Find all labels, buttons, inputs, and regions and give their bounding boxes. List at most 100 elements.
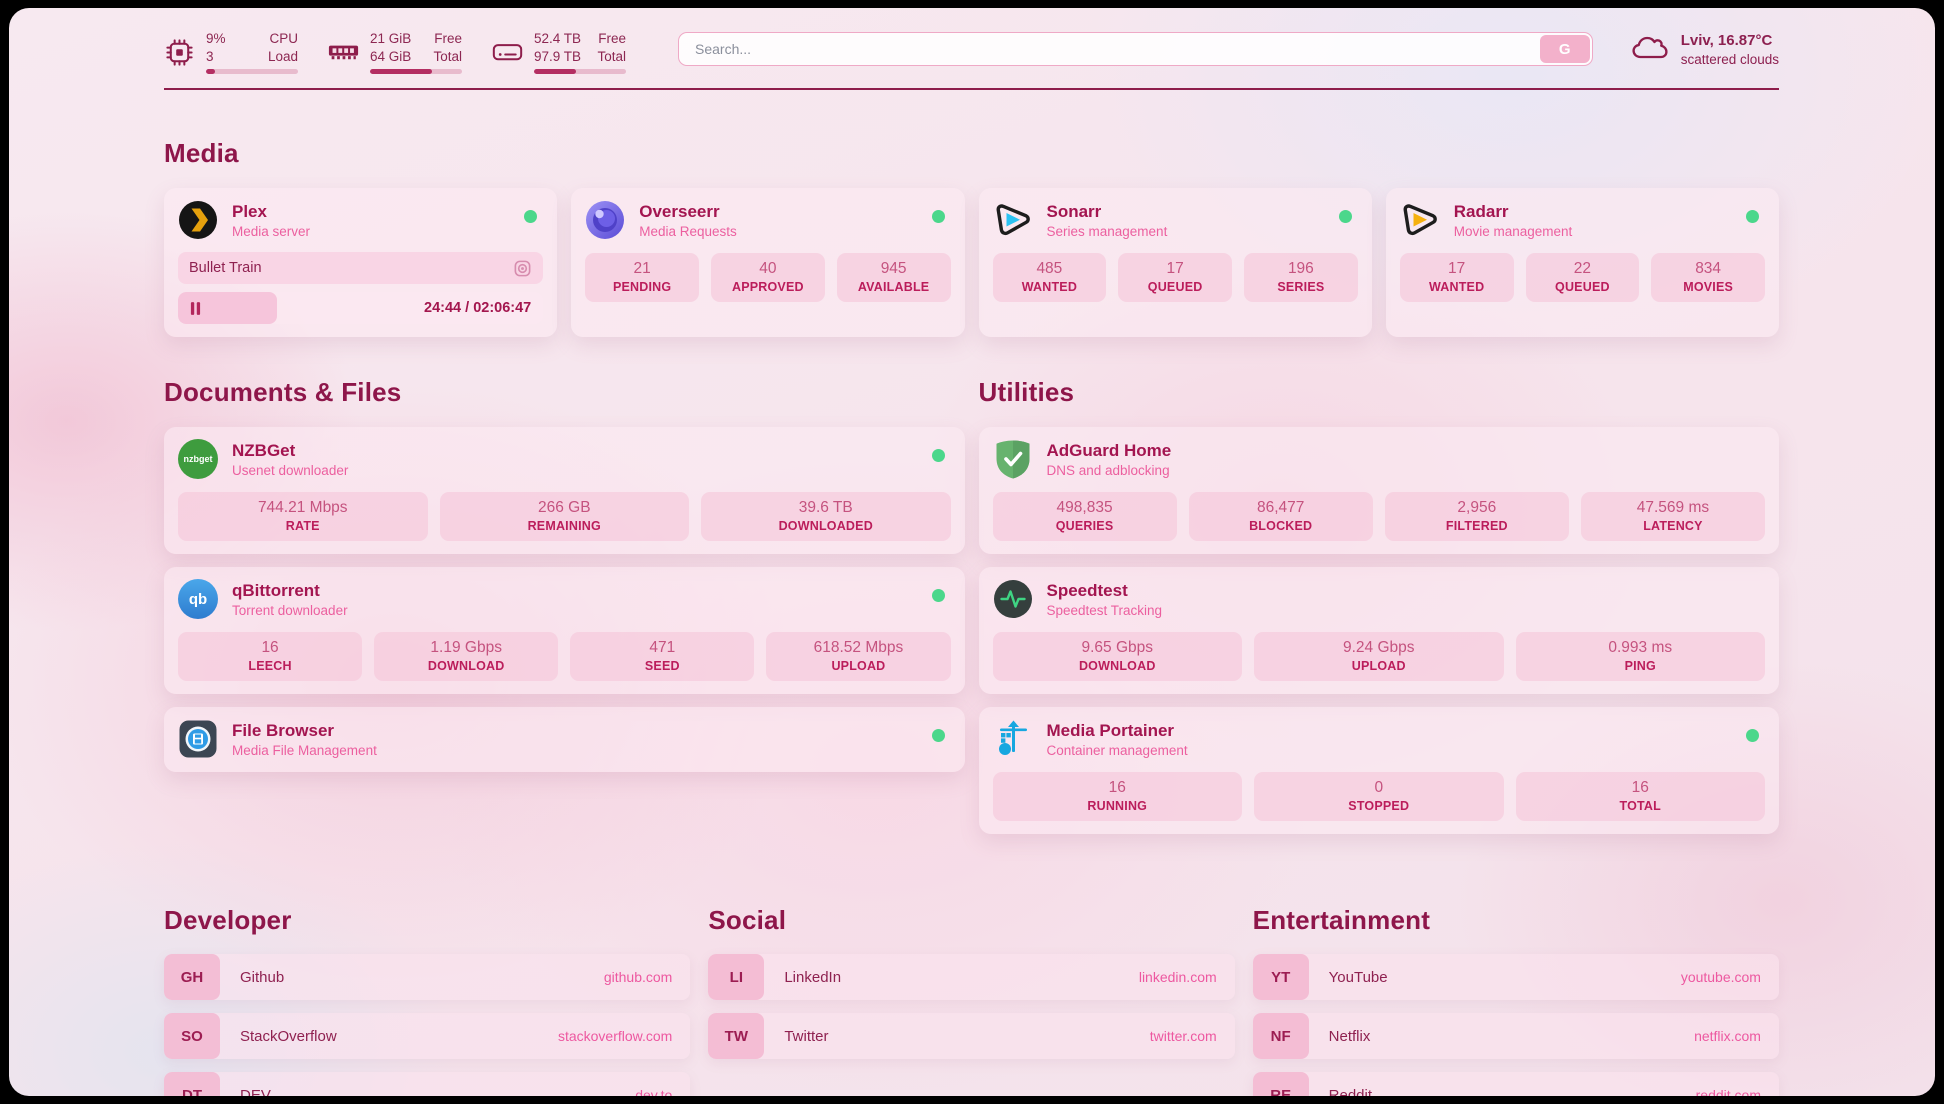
plex-card[interactable]: Plex Media server Bullet Train (164, 188, 558, 337)
stat-label: AVAILABLE (857, 280, 930, 294)
app-name: Media Portainer (1046, 720, 1175, 740)
stat-leech: 16 LEECH (178, 632, 363, 681)
app-name: AdGuard Home (1046, 440, 1172, 460)
app-name: Plex (232, 201, 267, 221)
app-name: Overseerr (639, 201, 720, 221)
sonarr-icon (993, 200, 1033, 240)
disk-progress-bar (534, 69, 626, 75)
documents-column: Documents & Files nzbget NZBGet Usenet d… (164, 377, 965, 847)
section-title-social: Social (708, 905, 787, 935)
bookmark-url: linkedin.com (1138, 969, 1217, 985)
app-name: qBittorrent (232, 580, 320, 600)
stat-value: 21 (633, 260, 651, 277)
pause-icon[interactable] (190, 301, 201, 315)
stat-label: TOTAL (1619, 799, 1661, 813)
cpu-chip-icon (164, 37, 195, 68)
stat-filtered: 2,956 FILTERED (1384, 492, 1569, 541)
stat-label: PING (1624, 659, 1656, 673)
stat-value: 86,477 (1256, 499, 1305, 516)
stat-value: 17 (1448, 260, 1466, 277)
app-subtitle: Media File Management (232, 742, 377, 758)
bookmark-name: LinkedIn (784, 968, 842, 986)
sonarr-card[interactable]: Sonarr Series management 485 WANTED 17 QUE… (978, 188, 1372, 337)
stat-download: 1.19 Gbps DOWNLOAD (374, 632, 559, 681)
memory-total-label: Total (433, 48, 462, 64)
status-dot (524, 210, 538, 223)
disk-free-label: Free (598, 30, 626, 46)
stat-value: 16 (1631, 779, 1649, 796)
qbittorrent-card[interactable]: qb qBittorrent Torrent downloader 16 LEEC… (164, 567, 965, 694)
bookmark-url: twitter.com (1149, 1028, 1217, 1044)
overseerr-icon (585, 200, 625, 240)
memory-free-label: Free (434, 30, 462, 46)
stat-ping: 0.993 ms PING (1515, 632, 1765, 681)
stat-total: 16 TOTAL (1515, 772, 1765, 821)
stat-value: 945 (880, 260, 907, 277)
search-bar: G (678, 32, 1593, 66)
camera-icon (513, 259, 532, 278)
filebrowser-icon (178, 719, 218, 759)
app-name: NZBGet (232, 440, 296, 460)
stat-value: 1.19 Gbps (430, 639, 502, 656)
app-subtitle: Usenet downloader (232, 462, 349, 478)
cpu-usage-value: 9% (206, 30, 226, 46)
bookmark-url: netflix.com (1694, 1028, 1761, 1044)
stat-value: 9.24 Gbps (1342, 639, 1415, 656)
bookmark-twitter[interactable]: TW Twitter twitter.com (708, 1013, 1235, 1059)
bookmark-reddit[interactable]: RE Reddit reddit.com (1252, 1072, 1779, 1096)
status-dot (931, 449, 945, 462)
stat-label: RUNNING (1087, 799, 1148, 813)
bookmark-linkedin[interactable]: LI LinkedIn linkedin.com (708, 954, 1235, 1000)
playback-progress-bar[interactable]: 24:44 / 02:06:47 (178, 292, 544, 324)
nzbget-card[interactable]: nzbget NZBGet Usenet downloader 744.21 M… (164, 427, 965, 554)
stat-label: SERIES (1277, 280, 1325, 294)
section-title-utilities: Utilities (978, 377, 1075, 407)
filebrowser-card[interactable]: File Browser Media File Management (164, 707, 965, 772)
bookmark-badge: GH (164, 954, 220, 1000)
stat-value: 471 (649, 639, 676, 656)
stat-series: 196 SERIES (1244, 253, 1358, 302)
developer-column: Developer GH Github github.com SO StackO… (164, 905, 691, 1096)
bookmark-dev[interactable]: DT DEV dev.to (164, 1072, 691, 1096)
stat-label: APPROVED (731, 280, 804, 294)
bookmark-url: github.com (603, 969, 673, 985)
stat-wanted: 485 WANTED (992, 253, 1107, 302)
section-title-media: Media (164, 138, 239, 168)
stat-label: SEED (644, 659, 680, 673)
app-subtitle: Media server (232, 223, 311, 239)
speedtest-card[interactable]: Speedtest Speedtest Tracking 9.65 Gbps DO… (978, 567, 1779, 694)
search-input[interactable] (679, 33, 1538, 65)
entertainment-column: Entertainment YT YouTube youtube.com NF … (1252, 905, 1779, 1096)
disk-free-value: 52.4 TB (534, 30, 582, 46)
header-divider (164, 88, 1779, 90)
cloud-icon (1631, 33, 1669, 67)
portainer-card[interactable]: Media Portainer Container management 16 R… (978, 707, 1779, 834)
qbittorrent-icon: qb (178, 579, 218, 619)
stat-label: DOWNLOAD (427, 659, 505, 673)
stat-value: 16 (1108, 779, 1126, 796)
status-dot (931, 210, 945, 223)
stat-downloaded: 39.6 TB DOWNLOADED (701, 492, 951, 541)
stat-queries: 498,835 QUERIES (992, 492, 1177, 541)
stat-label: DOWNLOAD (1078, 659, 1156, 673)
stat-value: 266 GB (537, 499, 591, 516)
bookmark-stackoverflow[interactable]: SO StackOverflow stackoverflow.com (164, 1013, 691, 1059)
adguard-card[interactable]: AdGuard Home DNS and adblocking 498,835 Q… (978, 427, 1779, 554)
stat-label: UPLOAD (831, 659, 886, 673)
plex-icon (178, 200, 218, 240)
bookmark-badge: SO (164, 1013, 220, 1059)
radarr-icon (1400, 200, 1440, 240)
bookmark-github[interactable]: GH Github github.com (164, 954, 691, 1000)
stat-download: 9.65 Gbps DOWNLOAD (992, 632, 1242, 681)
stat-value: 22 (1573, 260, 1591, 277)
app-name: Radarr (1453, 201, 1509, 221)
overseerr-card[interactable]: Overseerr Media Requests 21 PENDING 40 APP… (571, 188, 965, 337)
radarr-card[interactable]: Radarr Movie management 17 WANTED 22 QUEUE… (1385, 188, 1779, 337)
disk-widget: 52.4 TB 97.9 TB Free Total (492, 30, 626, 75)
bookmark-badge: RE (1252, 1072, 1309, 1096)
bookmark-netflix[interactable]: NF Netflix netflix.com (1252, 1013, 1779, 1059)
bookmark-youtube[interactable]: YT YouTube youtube.com (1252, 954, 1779, 1000)
app-subtitle: Series management (1046, 223, 1168, 239)
search-provider-button[interactable]: G (1539, 35, 1590, 63)
status-dot (1746, 729, 1759, 742)
